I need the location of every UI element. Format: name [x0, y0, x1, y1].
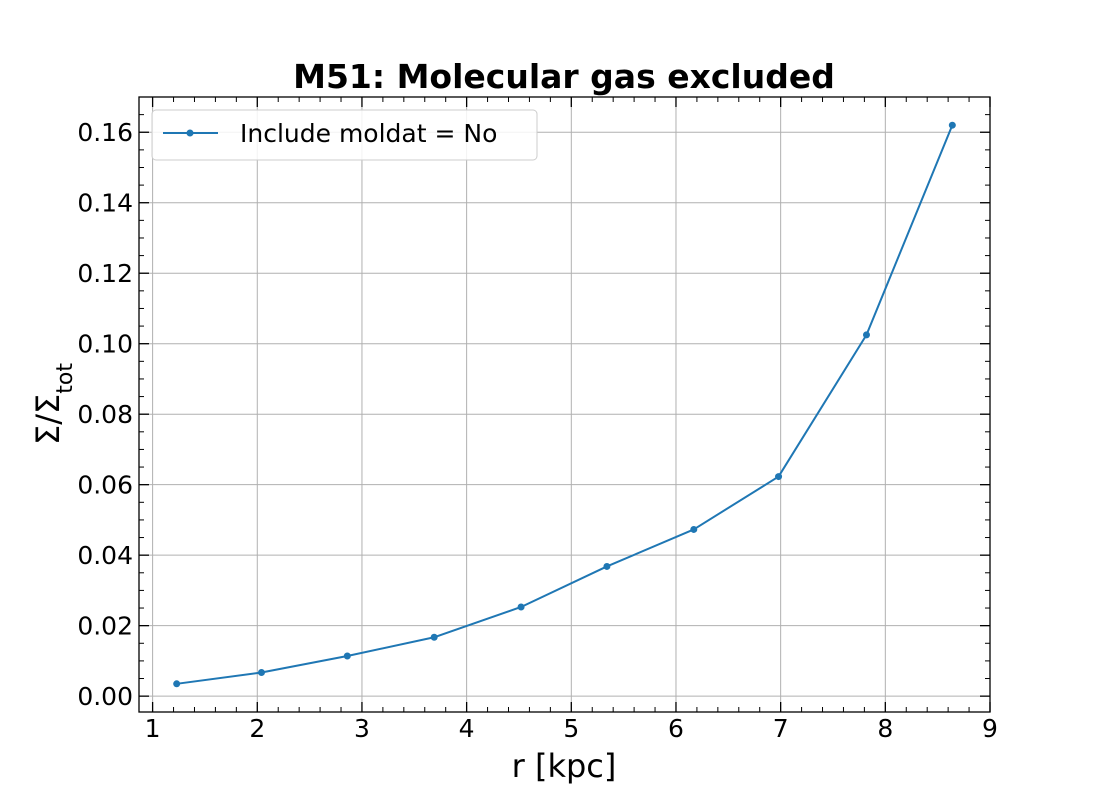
y-axis-label-subscript: tot: [53, 363, 78, 394]
x-tick-label: 6: [668, 714, 684, 743]
y-tick-label: 0.04: [77, 541, 133, 570]
x-tick-label: 4: [459, 714, 475, 743]
data-point: [517, 603, 525, 611]
data-point: [343, 652, 351, 660]
y-tick-label: 0.02: [77, 612, 133, 641]
data-point: [775, 473, 783, 481]
y-tick-label: 0.06: [77, 471, 133, 500]
data-point: [430, 633, 438, 641]
x-tick-label: 5: [563, 714, 579, 743]
y-axis-label-main: Σ/Σ: [29, 394, 67, 445]
legend-dot-marker: [186, 129, 194, 137]
data-point: [690, 525, 698, 533]
x-tick-label: 1: [145, 714, 161, 743]
y-tick-label: 0.12: [77, 259, 133, 288]
ticks: 1 2 3 4 5 6 7 8 9 0.00 0.02 0.04 0.06 0.08 0.10 0.12 0.1…: [77, 96, 998, 743]
data-point: [173, 680, 181, 688]
x-tick-label: 8: [877, 714, 893, 743]
legend: Include moldat = No: [151, 109, 538, 161]
legend-label: Include moldat = No: [240, 119, 497, 148]
data-point: [257, 669, 265, 677]
legend-box: [151, 109, 538, 161]
data-point: [603, 562, 611, 570]
y-tick-label: 0.16: [77, 118, 133, 147]
x-tick-label: 9: [982, 714, 998, 743]
series-layer: [173, 121, 956, 688]
x-tick-label: 7: [773, 714, 789, 743]
data-point: [862, 331, 870, 339]
x-tick-label: 2: [249, 714, 265, 743]
plot-frame: [138, 96, 991, 713]
y-axis-label: Σ/Σtot: [29, 363, 78, 445]
y-tick-label: 0.10: [77, 330, 133, 359]
chart-title: M51: Molecular gas excluded: [293, 57, 835, 96]
data-point: [948, 121, 956, 129]
x-tick-label: 3: [354, 714, 370, 743]
y-tick-label: 0.08: [77, 400, 133, 429]
grid: [139, 97, 991, 712]
y-tick-label: 0.14: [77, 189, 133, 218]
x-axis-label: r [kpc]: [512, 747, 617, 785]
y-tick-label: 0.00: [77, 682, 133, 711]
series-line: [176, 124, 954, 685]
